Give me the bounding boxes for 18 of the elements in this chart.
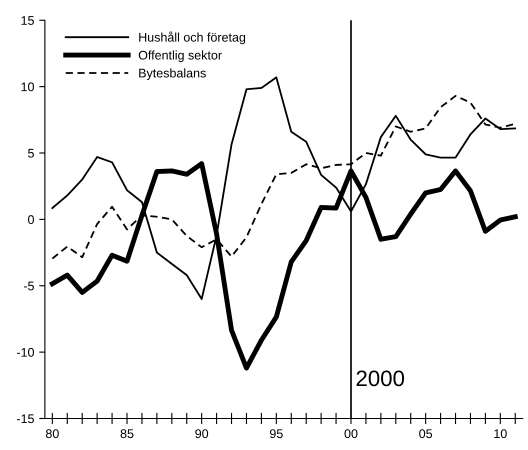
x-tick-label: 80 [46,429,59,438]
x-tick-label: 00 [344,429,358,438]
y-tick-label: -5 [24,282,34,290]
y-tick-label: 5 [28,148,34,158]
legend-label: Bytesbalans [139,68,206,80]
x-tick-label: 85 [120,429,134,438]
x-tick-label: 95 [270,429,283,438]
legend-label: Hushåll och företag [139,32,246,44]
x-tick-label: 10 [494,429,507,438]
y-tick-label: 15 [22,16,34,25]
x-tick-label: 90 [195,429,208,438]
x-tick-label: 05 [419,429,432,438]
y-tick-label: 10 [22,82,34,92]
legend-label: Offentlig sektor [138,50,222,62]
y-tick-label: -15 [16,414,34,424]
ref-line-label: 2000 [356,370,404,386]
y-tick-label: 0 [28,215,34,224]
y-tick-label: -10 [16,348,34,357]
